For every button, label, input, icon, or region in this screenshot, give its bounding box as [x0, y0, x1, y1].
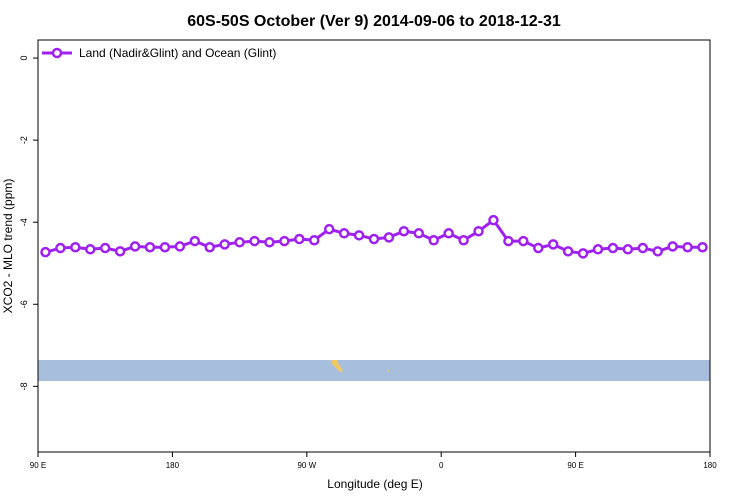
plot-frame	[37, 39, 711, 453]
data-point	[309, 235, 320, 246]
data-point	[697, 241, 708, 253]
data-point	[249, 235, 260, 247]
data-point	[234, 237, 245, 248]
map-band	[38, 360, 710, 381]
data-point	[398, 225, 410, 237]
data-point	[114, 246, 126, 257]
data-point	[219, 239, 230, 250]
x-axis-label: Longitude (deg E)	[327, 477, 422, 491]
data-point	[577, 248, 589, 259]
x-tick-label: 90 W	[297, 461, 316, 470]
x-tick-label: 90 E	[567, 461, 583, 470]
data-point	[488, 214, 499, 226]
data-point	[547, 239, 559, 250]
y-axis-label: XCO2 - MLO trend (ppm)	[1, 179, 15, 314]
data-point	[55, 242, 66, 254]
data-point	[667, 241, 678, 252]
y-tick-label: 0	[19, 56, 29, 61]
data-point	[85, 244, 96, 255]
data-point	[264, 237, 275, 248]
data-point	[294, 233, 305, 245]
data-point	[174, 241, 186, 252]
data-point	[458, 235, 469, 246]
x-tick-label: 0	[439, 461, 444, 470]
x-tick-label: 90 E	[30, 461, 46, 470]
y-tick-label: -6	[19, 300, 29, 308]
legend-marker	[51, 47, 63, 59]
data-point	[323, 223, 335, 235]
x-tick-label: 180	[166, 461, 180, 470]
data-point	[607, 242, 619, 254]
data-point	[129, 241, 141, 252]
data-point	[518, 235, 529, 247]
data-point	[592, 244, 604, 255]
x-tick-label: 180	[703, 461, 717, 470]
data-point	[70, 241, 81, 253]
data-point	[503, 235, 514, 247]
y-tick-label: -2	[19, 136, 29, 144]
data-point	[533, 242, 544, 254]
data-point	[338, 228, 350, 239]
data-point	[159, 241, 171, 253]
data-point	[473, 225, 484, 237]
data-point	[204, 241, 215, 253]
land-patch	[387, 370, 389, 372]
data-point	[144, 241, 156, 253]
y-tick-label: -8	[19, 382, 29, 390]
data-point	[368, 233, 380, 245]
data-point	[637, 242, 649, 254]
data-point	[383, 232, 395, 243]
data-point	[562, 246, 574, 257]
chart-title: 60S-50S October (Ver 9) 2014-09-06 to 20…	[187, 13, 561, 30]
data-point	[428, 235, 439, 246]
data-point	[353, 230, 365, 241]
data-point	[652, 246, 663, 257]
data-point	[413, 228, 425, 239]
data-point	[40, 246, 51, 258]
data-point	[443, 228, 454, 239]
data-point	[189, 235, 201, 247]
data-point	[99, 242, 111, 254]
data-point	[682, 241, 693, 253]
data-point	[622, 244, 634, 255]
data-point	[279, 235, 290, 247]
legend-label: Land (Nadir&Glint) and Ocean (Glint)	[79, 46, 276, 60]
y-tick-label: -4	[19, 218, 29, 226]
land-patch	[331, 360, 343, 372]
